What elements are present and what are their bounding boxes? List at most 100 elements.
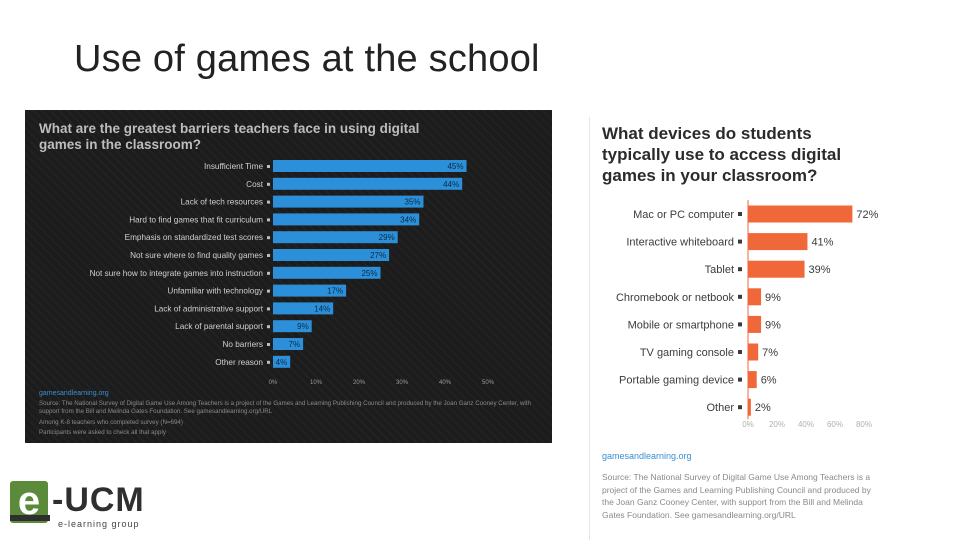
- barriers-category-label: Not sure where to find quality games: [130, 251, 263, 260]
- barriers-x-tick-label: 50%: [482, 380, 495, 386]
- devices-x-tick-label: 40%: [798, 420, 814, 429]
- barriers-category-label: Lack of administrative support: [154, 304, 263, 313]
- barriers-bar: [273, 284, 347, 297]
- barriers-value-label: 25%: [361, 269, 377, 278]
- devices-value-label: 2%: [755, 402, 771, 414]
- devices-label-marker: [738, 405, 742, 410]
- devices-bar: [748, 398, 751, 416]
- barriers-label-marker: [267, 218, 270, 222]
- barriers-bar: [273, 320, 312, 333]
- devices-category-label: Chromebook or netbook: [616, 292, 735, 304]
- devices-label-marker: [738, 350, 742, 354]
- devices-value-label: 41%: [811, 237, 833, 249]
- devices-x-tick-label: 20%: [769, 420, 785, 429]
- slide-title: Use of games at the school: [74, 38, 540, 80]
- devices-category-label: Other: [706, 402, 734, 414]
- barriers-note-instructions: Participants were asked to check all tha…: [39, 429, 166, 436]
- barriers-bar: [273, 249, 390, 261]
- barriers-value-label: 4%: [276, 358, 288, 367]
- barriers-bar: [273, 302, 334, 315]
- barriers-value-label: 9%: [297, 322, 309, 331]
- barriers-bar: [273, 355, 291, 368]
- barriers-chart: Insufficient Time 45% Cost 44% Lack of tech …: [90, 160, 495, 386]
- barriers-category-label: Insufficient Time: [204, 162, 263, 171]
- barriers-category-label: Hard to find games that fit curriculum: [129, 215, 263, 224]
- barriers-category-label: Lack of parental support: [175, 322, 264, 331]
- barriers-value-label: 34%: [400, 215, 416, 224]
- devices-x-tick-label: 0%: [742, 420, 754, 429]
- devices-bar: [748, 205, 853, 223]
- devices-chart: Mac or PC computer 72% Interactive whitebo…: [616, 200, 879, 429]
- barriers-label-marker: [267, 271, 270, 275]
- barriers-label-marker: [267, 325, 270, 329]
- devices-value-label: 72%: [856, 209, 878, 221]
- barriers-category-label: Unfamiliar with technology: [167, 287, 263, 296]
- logo-name: -UCM: [52, 481, 145, 519]
- barriers-note-sample: Among K-8 teachers who completed survey …: [39, 419, 183, 426]
- barriers-chart-title: What are the greatest barriers teachers …: [39, 121, 420, 152]
- barriers-label-marker: [267, 200, 270, 204]
- barriers-x-tick-label: 10%: [310, 380, 323, 386]
- logo-e-bar: [10, 515, 50, 521]
- devices-bar: [748, 233, 808, 251]
- barriers-x-tick-label: 20%: [353, 380, 366, 386]
- barriers-bar: [273, 266, 381, 279]
- barriers-bar: [273, 195, 424, 208]
- barriers-label-marker: [267, 236, 270, 240]
- barriers-value-label: 7%: [289, 340, 301, 349]
- devices-category-label: Mac or PC computer: [633, 209, 734, 221]
- barriers-bar: [273, 213, 420, 226]
- barriers-category-label: Other reason: [215, 358, 263, 367]
- barriers-label-marker: [267, 254, 270, 257]
- barriers-label-marker: [267, 343, 270, 346]
- eucm-logo: e -UCM e-learning group: [8, 481, 168, 533]
- devices-label-marker: [738, 294, 742, 299]
- barriers-label-marker: [267, 360, 270, 364]
- devices-value-label: 9%: [765, 292, 781, 304]
- devices-category-label: Interactive whiteboard: [626, 237, 734, 249]
- devices-bar: [748, 288, 762, 306]
- devices-bar: [748, 260, 805, 278]
- barriers-bar: [273, 160, 467, 172]
- barriers-value-label: 45%: [447, 162, 463, 171]
- devices-value-label: 6%: [761, 375, 777, 387]
- devices-x-tick-label: 60%: [827, 420, 843, 429]
- devices-label-marker: [738, 267, 742, 272]
- barriers-category-label: Cost: [246, 180, 264, 189]
- barriers-x-tick-label: 30%: [396, 380, 409, 386]
- devices-label-marker: [738, 322, 742, 327]
- devices-category-label: TV gaming console: [640, 347, 734, 359]
- devices-chart-title: What devices do students typically use t…: [602, 124, 842, 185]
- barriers-label-marker: [267, 165, 270, 168]
- barriers-source-title: gamesandlearning.org: [39, 390, 109, 397]
- barriers-bar: [273, 231, 398, 244]
- devices-label-marker: [738, 239, 742, 244]
- devices-source-text: Source: The National Survey of Digital G…: [602, 472, 871, 520]
- devices-label-marker: [738, 377, 742, 382]
- devices-value-label: 9%: [765, 319, 781, 331]
- barriers-value-label: 27%: [370, 251, 386, 260]
- devices-value-label: 7%: [762, 347, 778, 359]
- barriers-label-marker: [267, 289, 270, 293]
- devices-category-label: Mobile or smartphone: [628, 319, 734, 331]
- barriers-x-tick-label: 40%: [439, 380, 452, 386]
- barriers-value-label: 44%: [443, 180, 459, 189]
- barriers-category-label: No barriers: [223, 340, 264, 349]
- barriers-category-label: Not sure how to integrate games into ins…: [90, 269, 264, 278]
- devices-value-label: 39%: [809, 264, 831, 276]
- logo-subtitle: e-learning group: [58, 519, 140, 529]
- barriers-value-label: 17%: [327, 287, 343, 296]
- devices-label-marker: [738, 212, 742, 216]
- devices-category-label: Tablet: [705, 264, 734, 276]
- barriers-value-label: 35%: [404, 198, 420, 207]
- devices-bar: [748, 343, 759, 361]
- barriers-bar: [273, 177, 463, 190]
- devices-x-tick-label: 80%: [856, 420, 872, 429]
- barriers-value-label: 14%: [314, 304, 330, 313]
- devices-source-title: gamesandlearning.org: [602, 451, 692, 461]
- devices-bar: [748, 315, 762, 333]
- barriers-source-text: Source: The National Survey of Digital G…: [39, 400, 531, 415]
- barriers-value-label: 29%: [379, 233, 395, 242]
- barriers-label-marker: [267, 182, 270, 186]
- barriers-x-tick-label: 0%: [269, 380, 278, 386]
